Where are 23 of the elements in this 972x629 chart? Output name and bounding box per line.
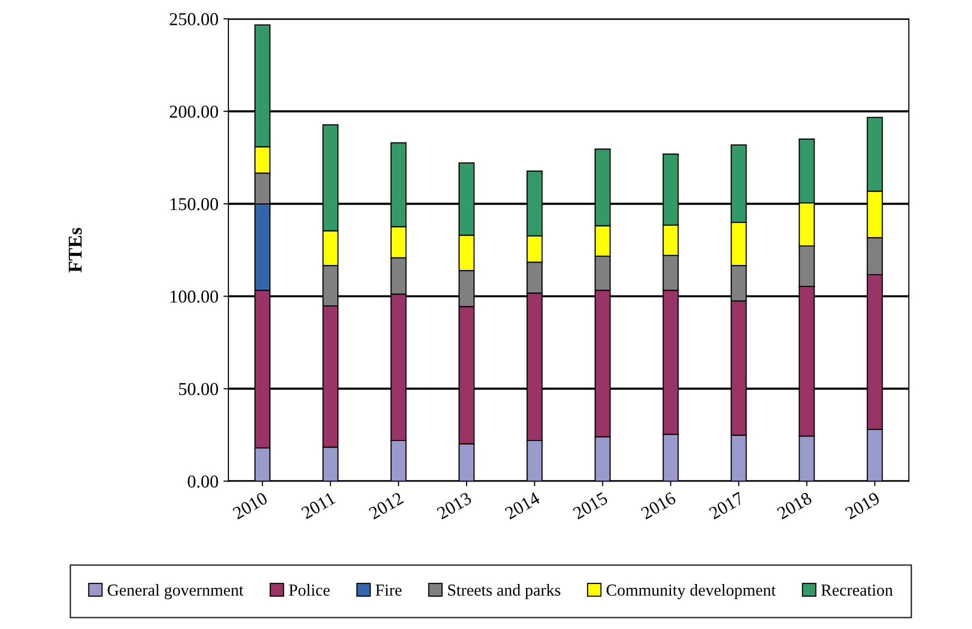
y-tick-label: 150.00	[170, 198, 218, 210]
x-tick-label: 2010	[232, 492, 268, 520]
legend-label: Police	[289, 584, 330, 596]
legend-label: Recreation	[821, 584, 893, 596]
y-tick-label: 0.00	[188, 475, 218, 488]
x-tick-label: 2015	[572, 492, 608, 520]
x-tick-label: 2016	[640, 492, 677, 520]
legend-label: Fire	[376, 584, 402, 596]
y-tick-label: 200.00	[170, 106, 218, 118]
x-tick-label: 2018	[776, 492, 813, 520]
legend-label: General government	[108, 584, 244, 600]
x-tick-label: 2011	[300, 492, 336, 520]
x-tick-label: 2017	[708, 492, 745, 520]
x-tick-label: 2013	[436, 492, 472, 520]
x-tick-label: 2019	[844, 492, 881, 520]
legend-label: Community development	[606, 584, 776, 600]
x-tick-label: 2014	[504, 492, 541, 520]
y-tick-label: 100.00	[170, 290, 218, 303]
y-tick-label: 50.00	[179, 382, 218, 396]
y-tick-label: 250.00	[170, 13, 218, 26]
x-tick-label: 2012	[368, 492, 404, 520]
legend-label: Streets and parks	[448, 584, 560, 600]
y-axis-title: FTEs	[68, 228, 82, 272]
